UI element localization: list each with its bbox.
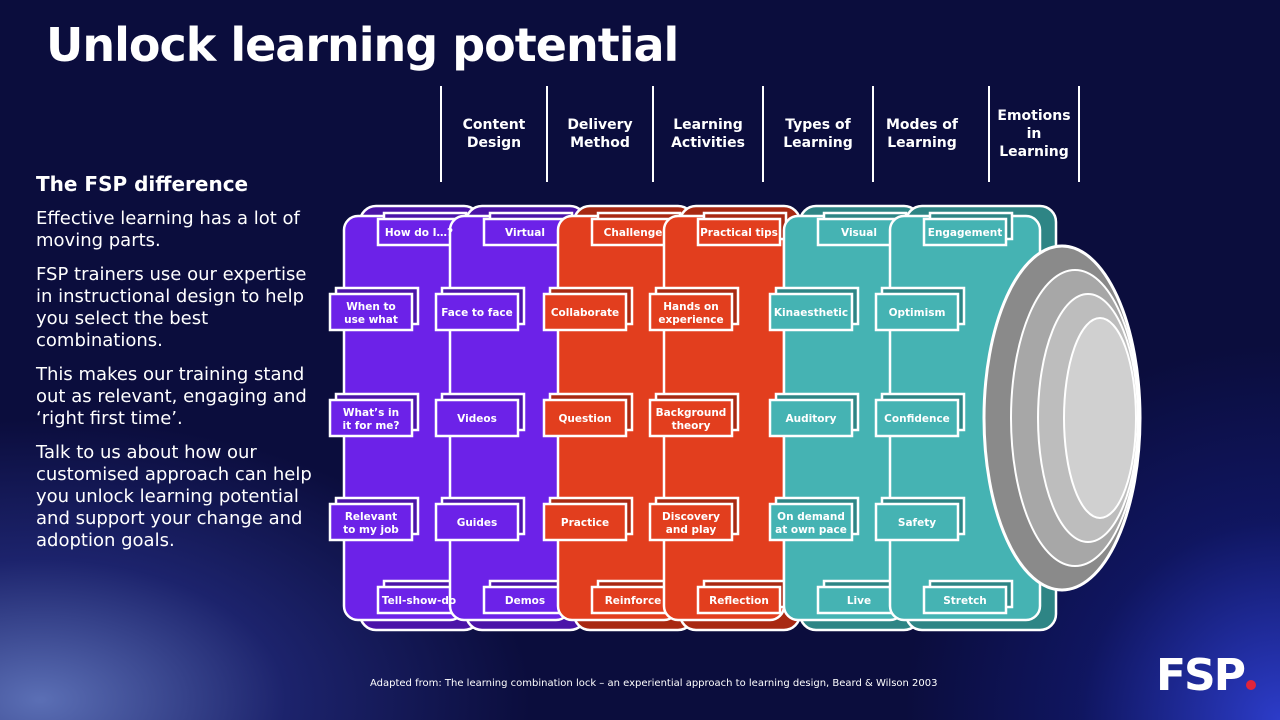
gear-label: Practical tips [700, 227, 778, 239]
logo-dot-icon [1246, 680, 1256, 690]
gear-label: Stretch [943, 595, 987, 607]
column-header-delivery-method: Delivery Method [546, 86, 652, 182]
gear-label: Question [558, 413, 611, 425]
gear-label: Reflection [709, 595, 769, 607]
gear-label: Collaborate [551, 307, 619, 319]
gear-label: Visual [841, 227, 877, 239]
sidebar-paragraph-4: Talk to us about how our customised appr… [36, 442, 312, 551]
gear-label: Kinaesthetic [774, 307, 848, 319]
column-header-modes-of-learning: Modes of Learning [872, 86, 970, 182]
gear-column-2 [434, 204, 588, 632]
gear-label: Hands on experience [658, 301, 723, 326]
gear-label: Tell-show-do [382, 595, 456, 607]
gear-label: Engagement [928, 227, 1002, 239]
gear-label: Demos [505, 595, 545, 607]
gear-label: Face to face [441, 307, 513, 319]
sidebar-heading: The FSP difference [36, 172, 249, 196]
gear-label: Videos [457, 413, 497, 425]
page-title: Unlock learning potential [46, 18, 679, 72]
column-header-learning-activities: Learning Activities [652, 86, 762, 182]
gear-label: Guides [457, 517, 498, 529]
column-header-content-design: Content Design [440, 86, 546, 182]
gear-label: Background theory [656, 407, 727, 432]
sidebar-paragraph-3: This makes our training stand out as rel… [36, 364, 307, 429]
gear-label: Virtual [505, 227, 545, 239]
gear-label: Safety [898, 517, 936, 529]
fsp-logo-text: FSP [1156, 650, 1246, 701]
sidebar-paragraph-2: FSP trainers use our expertise in instru… [36, 264, 307, 351]
gear-label: Optimism [889, 307, 946, 319]
gear-label: Challenge [604, 227, 663, 239]
gear-label: Live [847, 595, 871, 607]
credit-text: Adapted from: The learning combination l… [370, 678, 938, 689]
gear-label: How do I…? [385, 227, 453, 239]
gear-labels: How do I…? When to use what What’s in it for… [342, 227, 1002, 607]
column-header-types-of-learning: Types of Learning [762, 86, 872, 182]
gear-label: When to use what [344, 301, 398, 326]
gear-label: Confidence [884, 413, 950, 425]
sidebar-text: The FSP difference Effective learning ha… [36, 172, 326, 564]
gear-label: Practice [561, 517, 609, 529]
sidebar-paragraph-1: Effective learning has a lot of moving p… [36, 208, 300, 251]
column-header-emotions-in-learning: Emotions in Learning [988, 86, 1080, 182]
gear-column-3 [542, 204, 696, 632]
gear-label: Reinforce [605, 595, 662, 607]
gear-label: Auditory [786, 413, 837, 425]
gear-label: Discovery and play [662, 511, 720, 536]
gear-label: On demand at own pace [775, 511, 847, 536]
fsp-logo: FSP [1156, 650, 1256, 701]
gear-label: What’s in it for me? [342, 407, 399, 432]
gear-label: Relevant to my job [343, 511, 399, 536]
lock-cylinder [982, 244, 1142, 592]
